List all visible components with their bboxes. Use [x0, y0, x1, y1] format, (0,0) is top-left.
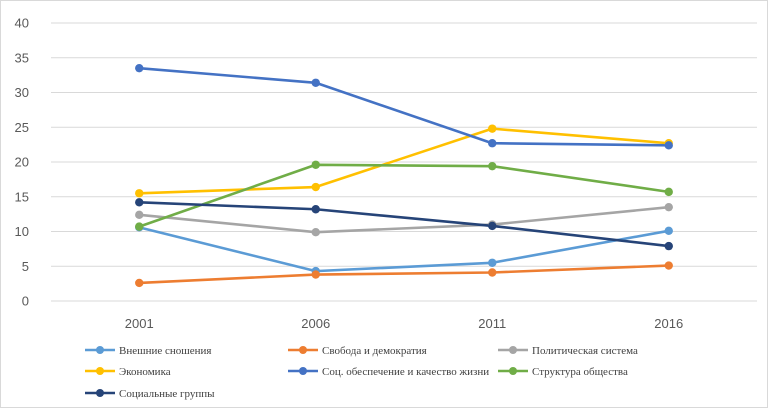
legend-marker: [299, 346, 307, 354]
data-point: [664, 141, 673, 150]
y-tick-label: 20: [15, 155, 29, 170]
data-point: [664, 261, 673, 270]
y-tick-label: 0: [22, 294, 29, 309]
legend-label: Политическая система: [532, 345, 638, 357]
legend-item: Экономика: [85, 366, 171, 378]
data-point: [488, 161, 497, 171]
x-tick-label: 2006: [301, 316, 330, 331]
legend-label: Структура общества: [532, 366, 628, 378]
legend-marker: [299, 367, 307, 375]
legend-item: Соц. обеспечение и качество жизни: [288, 366, 489, 378]
series-line: [137, 226, 671, 273]
y-tick-label: 30: [15, 85, 29, 100]
legend-label: Свобода и демократия: [322, 345, 427, 357]
data-point: [311, 182, 320, 192]
y-tick-label: 35: [15, 50, 29, 65]
data-point: [311, 227, 320, 237]
data-point: [664, 241, 673, 251]
legend-marker: [96, 346, 104, 354]
x-tick-label: 2001: [125, 316, 154, 331]
data-point: [664, 202, 673, 212]
data-point: [311, 205, 320, 214]
data-point: [135, 198, 144, 207]
legend-item: Структура общества: [498, 366, 628, 378]
gridlines: [51, 22, 757, 302]
series-line: [137, 163, 671, 228]
data-point: [488, 258, 497, 267]
legend-marker: [96, 367, 104, 375]
series-points: [135, 63, 673, 288]
data-point: [488, 139, 497, 148]
legend: Внешние сношения Свобода и демократия Поли…: [85, 345, 638, 400]
data-point: [135, 222, 144, 231]
legend-item: Свобода и демократия: [288, 345, 427, 357]
legend-marker: [509, 367, 517, 375]
data-point: [664, 226, 673, 236]
series-line: [137, 66, 671, 147]
legend-item: Социальные группы: [85, 388, 215, 400]
legend-label: Экономика: [119, 366, 171, 378]
legend-item: Политическая система: [498, 345, 638, 357]
series-line: [137, 127, 671, 195]
data-point: [488, 221, 497, 231]
legend-label: Соц. обеспечение и качество жизни: [322, 366, 489, 378]
data-point: [311, 78, 320, 87]
data-point: [311, 160, 320, 169]
series-line: [137, 201, 671, 248]
series-line: [137, 205, 671, 234]
y-tick-label: 40: [15, 16, 29, 31]
data-point: [135, 63, 144, 73]
data-point: [311, 270, 320, 279]
y-tick-label: 10: [15, 224, 29, 239]
data-point: [488, 124, 497, 133]
data-point: [488, 268, 497, 277]
data-point: [664, 187, 673, 197]
legend-label: Внешние сношения: [119, 345, 211, 357]
x-tick-label: 2016: [654, 316, 683, 331]
y-tick-label: 25: [15, 120, 29, 135]
legend-item: Внешние сношения: [85, 345, 211, 357]
x-axis-ticks: 2001 2006 2011 2016: [125, 316, 683, 331]
legend-marker: [509, 346, 517, 354]
y-tick-label: 15: [15, 189, 29, 204]
legend-marker: [96, 389, 104, 397]
data-point: [135, 210, 144, 220]
y-tick-label: 5: [22, 259, 29, 274]
legend-label: Социальные группы: [119, 388, 215, 400]
data-point: [135, 278, 144, 288]
x-tick-label: 2011: [478, 316, 506, 331]
data-point: [135, 189, 144, 198]
series-line: [137, 264, 671, 285]
y-axis-ticks: 0 5 10 15 20 25 30 35 40: [15, 16, 29, 309]
series-lines: [137, 66, 671, 285]
